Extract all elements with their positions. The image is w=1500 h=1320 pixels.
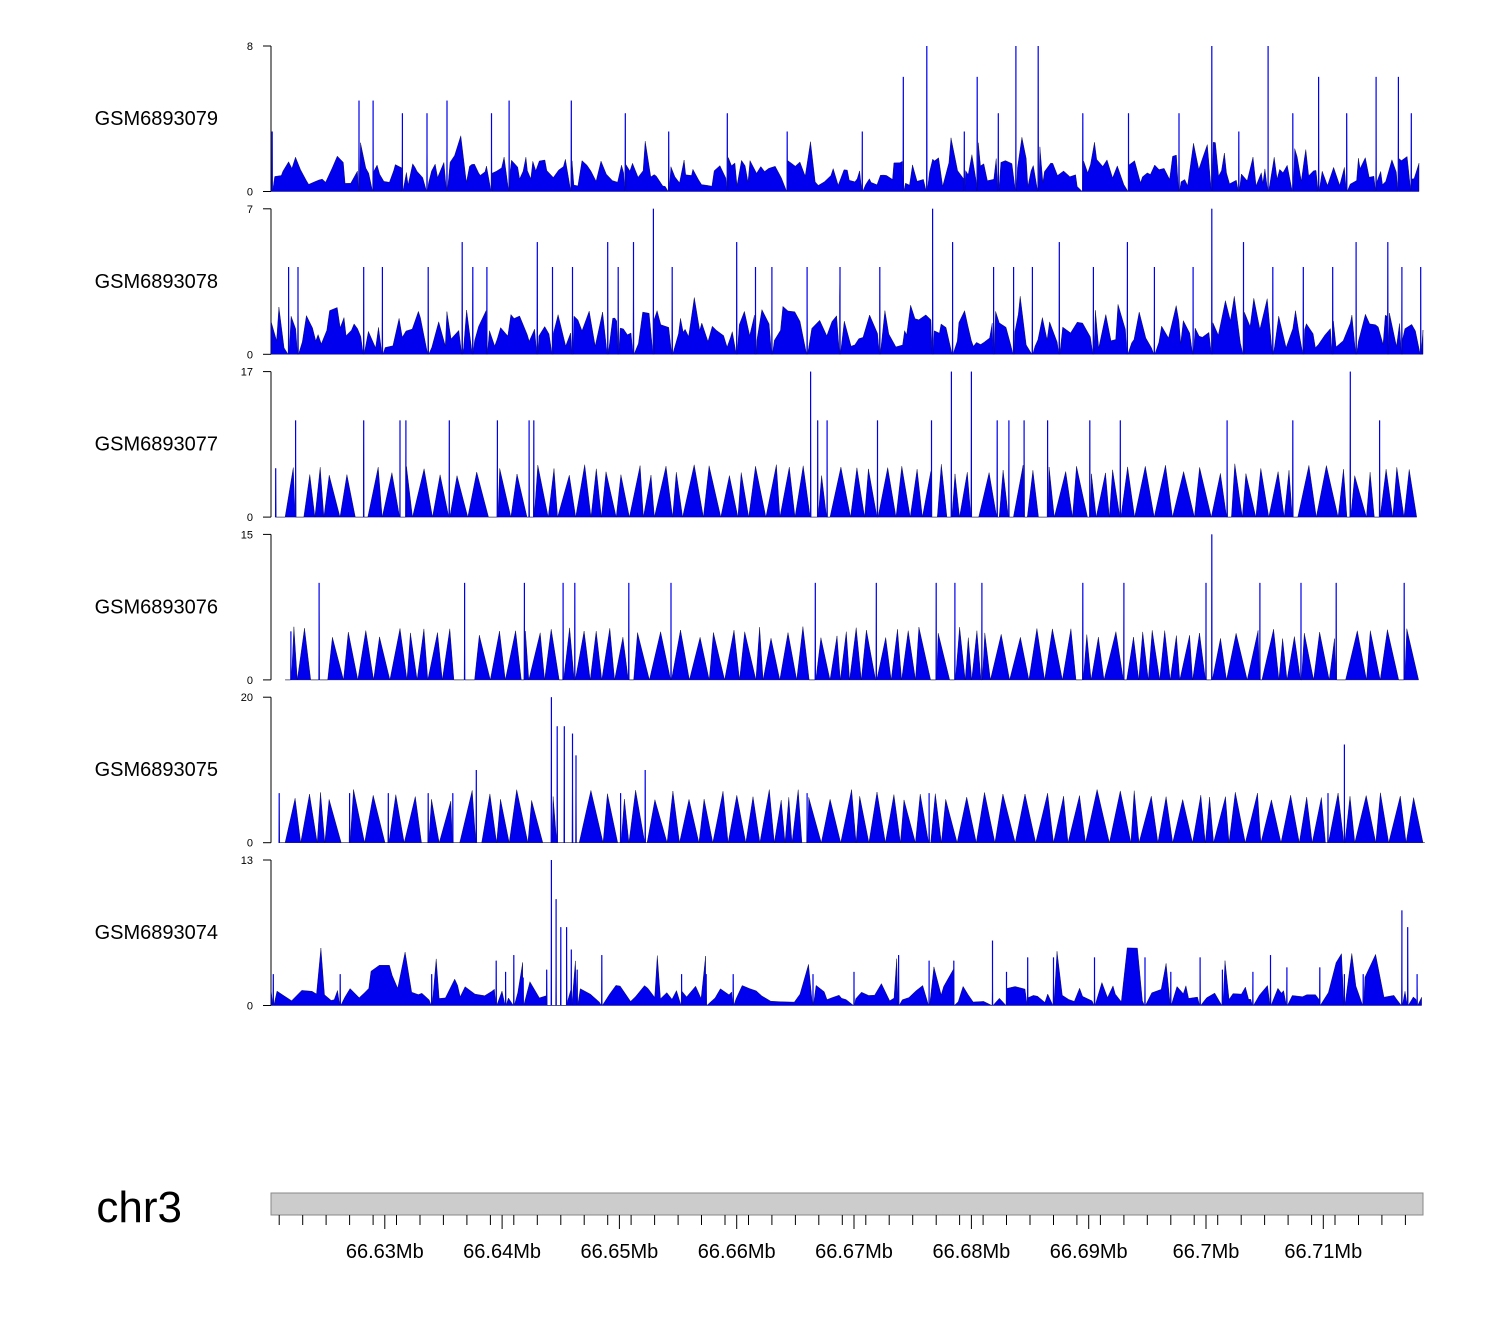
y-tick-label-min: 0 bbox=[247, 675, 253, 687]
chromosome-ideogram-bar bbox=[270, 1192, 1424, 1216]
y-tick-label-min: 0 bbox=[247, 187, 253, 199]
track-label: GSM6893074 bbox=[95, 922, 218, 944]
y-tick-label-max: 20 bbox=[241, 692, 253, 704]
track-GSM6893076: GSM6893076 15 0 bbox=[95, 529, 1419, 687]
coverage-area bbox=[270, 859, 1422, 1007]
track-label: GSM6893078 bbox=[95, 271, 218, 293]
track-GSM6893075: GSM6893075 20 0 bbox=[95, 692, 1425, 850]
coverage-area bbox=[270, 45, 1420, 193]
x-tick-label: 66.64Mb bbox=[463, 1241, 541, 1263]
track-label: GSM6893075 bbox=[95, 759, 218, 781]
track-GSM6893077: GSM6893077 17 0 bbox=[95, 367, 1417, 524]
track-GSM6893079: GSM6893079 8 0 bbox=[95, 41, 1420, 199]
x-tick-label: 66.67Mb bbox=[815, 1241, 893, 1263]
y-tick-label-max: 17 bbox=[241, 367, 253, 379]
track-label: GSM6893076 bbox=[95, 596, 218, 618]
y-tick-label-max: 7 bbox=[247, 204, 253, 216]
genome-axis: chr3 66.63Mb 66.64Mb 66.65Mb 66.66Mb 66.67Mb… bbox=[96, 1183, 1424, 1263]
x-tick-label: 66.68Mb bbox=[932, 1241, 1010, 1263]
y-tick-label-max: 8 bbox=[247, 41, 253, 53]
chromosome-label: chr3 bbox=[96, 1183, 182, 1232]
track-label: GSM6893079 bbox=[95, 108, 218, 130]
track-GSM6893074: GSM6893074 13 0 bbox=[95, 855, 1422, 1013]
y-tick-label-min: 0 bbox=[247, 349, 253, 361]
coverage-tracks: GSM689307980GSM689307870GSM6893077170GSM… bbox=[95, 41, 1425, 1013]
x-tick-label: 66.7Mb bbox=[1173, 1241, 1240, 1263]
coverage-area bbox=[274, 371, 1417, 518]
x-tick-label: 66.63Mb bbox=[346, 1241, 424, 1263]
y-tick-label-max: 13 bbox=[241, 855, 253, 867]
x-tick-label: 66.66Mb bbox=[698, 1241, 776, 1263]
y-tick-label-min: 0 bbox=[247, 512, 253, 524]
y-tick-label-min: 0 bbox=[247, 838, 253, 850]
y-tick-label-min: 0 bbox=[247, 1001, 253, 1013]
coverage-area bbox=[278, 697, 1425, 843]
coverage-area bbox=[285, 534, 1419, 681]
track-GSM6893078: GSM6893078 7 0 bbox=[95, 204, 1424, 361]
x-tick-label: 66.65Mb bbox=[580, 1241, 658, 1263]
y-tick-label-max: 15 bbox=[241, 529, 253, 541]
track-label: GSM6893077 bbox=[95, 434, 218, 456]
x-tick-label: 66.71Mb bbox=[1284, 1241, 1362, 1263]
axis-ticks: 66.63Mb 66.64Mb 66.65Mb 66.66Mb 66.67Mb 66.68… bbox=[278, 1215, 1406, 1263]
x-tick-label: 66.69Mb bbox=[1050, 1241, 1128, 1263]
coverage-area bbox=[270, 208, 1424, 356]
